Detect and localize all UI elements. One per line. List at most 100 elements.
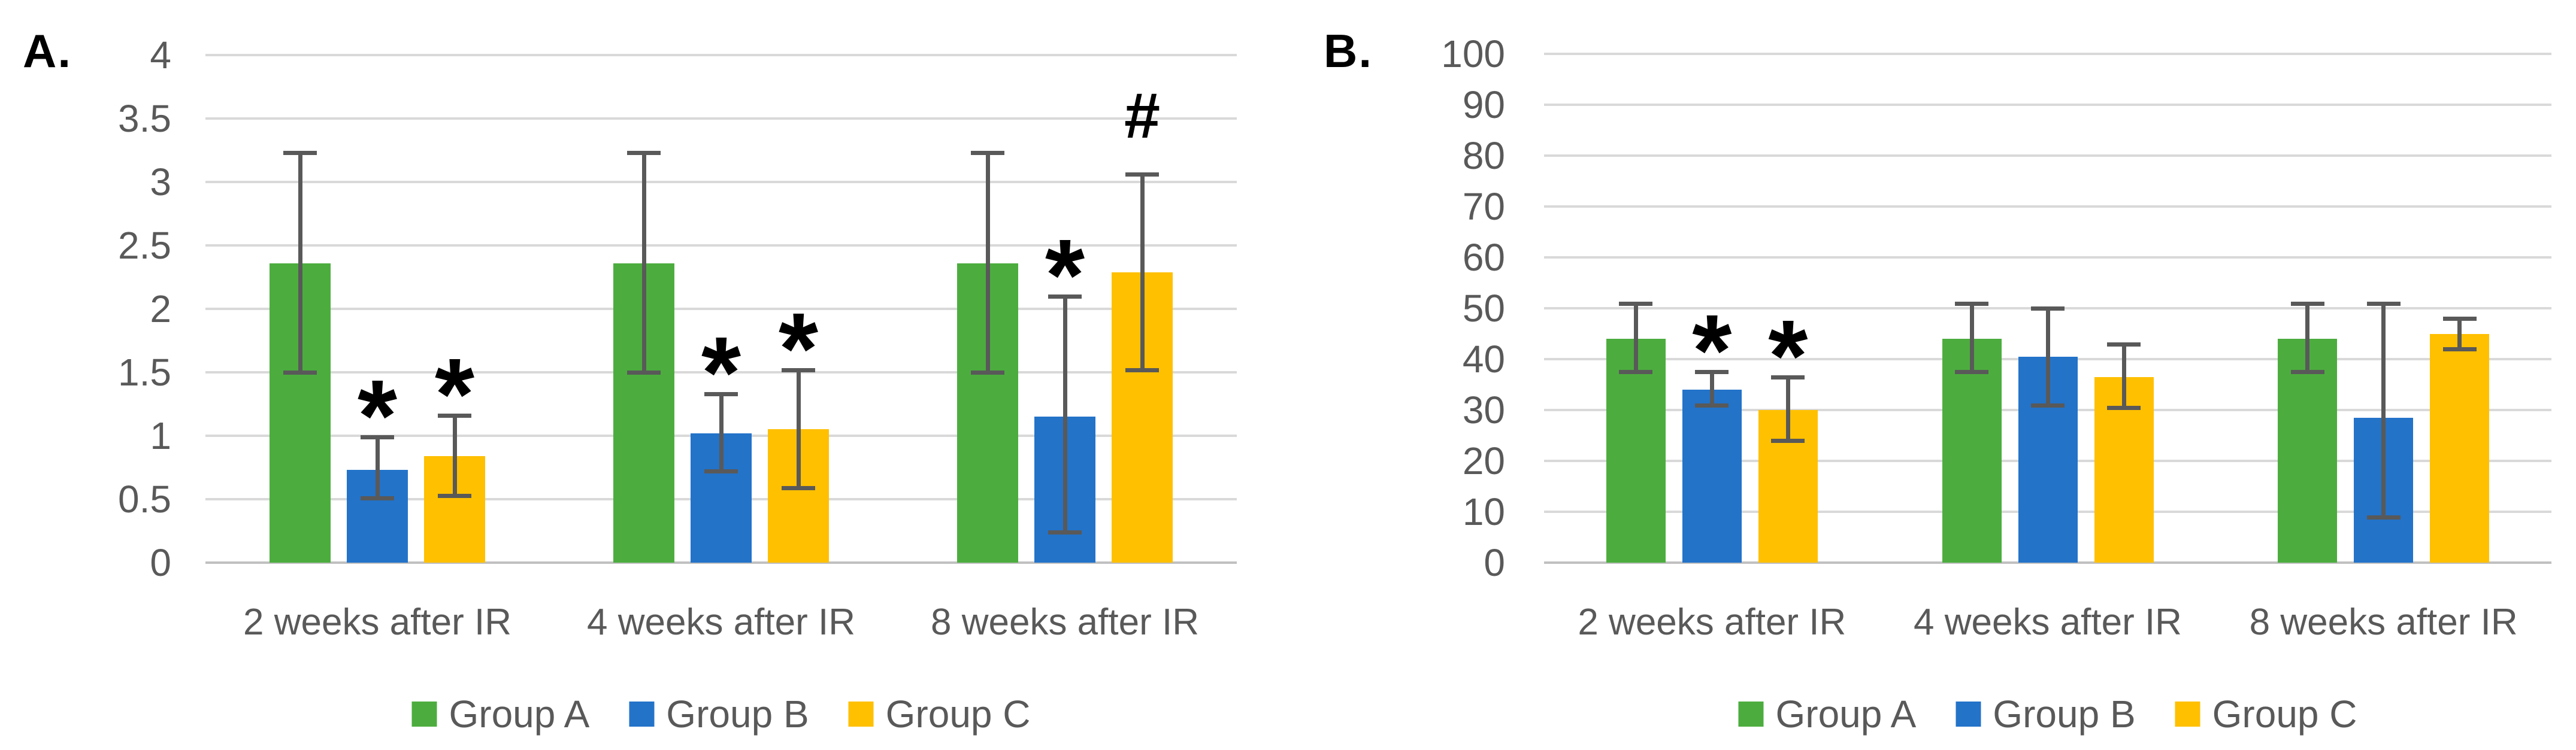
error-bar-cap-bottom <box>283 371 317 375</box>
gridline <box>205 371 1237 374</box>
gridline <box>1544 256 2551 259</box>
legend-swatch-group-a <box>1738 702 1764 727</box>
legend-label-group-b: Group B <box>1993 693 2136 736</box>
error-bar-cap-top <box>1048 294 1082 299</box>
error-bar-whisker <box>298 153 302 372</box>
gridline <box>1544 53 2551 55</box>
y-tick-label: 90 <box>1462 83 1505 126</box>
y-tick-label: 0 <box>150 541 171 584</box>
x-category-label: 2 weeks after IR <box>1578 602 1847 643</box>
error-bar-cap-top <box>438 414 471 418</box>
legend-label-group-a: Group A <box>449 693 590 736</box>
legend: Group A Group B Group C <box>411 692 1031 736</box>
error-bar-cap-bottom <box>2107 405 2141 410</box>
error-bar-cap-bottom <box>1695 403 1729 408</box>
error-bar-whisker <box>796 369 801 488</box>
error-bar-cap-top <box>782 368 815 372</box>
error-bar-cap-bottom <box>2031 403 2065 408</box>
error-bar-cap-top <box>627 151 661 156</box>
bar-group-c-8-weeks-after-ir <box>2430 333 2490 563</box>
error-bar-whisker <box>2381 303 2386 517</box>
legend-swatch-group-b <box>1956 702 1981 727</box>
error-bar-whisker <box>1633 303 1638 372</box>
x-axis-line <box>1544 561 2551 564</box>
legend-label-group-c: Group C <box>885 693 1031 736</box>
x-category-label: 4 weeks after IR <box>1914 602 2182 643</box>
legend-swatch-group-c <box>848 702 874 727</box>
y-tick-label: 1.5 <box>118 351 171 394</box>
error-bar-whisker <box>719 394 724 472</box>
error-bar-cap-bottom <box>627 371 661 375</box>
x-category-label: 4 weeks after IR <box>587 602 855 643</box>
error-bar-cap-top <box>2031 306 2065 311</box>
error-bar-cap-bottom <box>2290 370 2324 375</box>
x-category-label: 8 weeks after IR <box>931 602 1199 643</box>
error-bar-whisker <box>452 415 457 496</box>
significance-asterisk: * <box>1768 299 1808 413</box>
error-bar-whisker <box>2045 308 2050 405</box>
gridline <box>205 308 1237 310</box>
bar-group-a-4-weeks-after-ir <box>1942 339 2002 563</box>
y-tick-label: 2 <box>150 287 171 330</box>
y-tick-label: 0.5 <box>118 478 171 521</box>
error-bar-cap-top <box>971 151 1004 156</box>
y-tick-label: 20 <box>1462 439 1505 482</box>
error-bar-whisker <box>1709 372 1714 405</box>
legend-label-group-b: Group B <box>666 693 809 736</box>
bar-group-a-8-weeks-after-ir <box>2278 339 2338 563</box>
error-bar-whisker <box>641 153 646 372</box>
error-bar-cap-top <box>2442 317 2477 321</box>
legend-item-group-c: Group C <box>848 692 1031 736</box>
significance-asterisk: * <box>1045 218 1085 332</box>
error-bar-whisker <box>2121 344 2126 408</box>
legend-item-group-a: Group A <box>1738 692 1916 736</box>
error-bar-whisker <box>1969 303 1974 372</box>
y-tick-label: 2.5 <box>118 224 171 267</box>
error-bar-whisker <box>1063 296 1067 533</box>
error-bar-whisker <box>2457 318 2462 349</box>
error-bar-cap-bottom <box>704 469 738 474</box>
legend-item-group-b: Group B <box>1956 692 2136 736</box>
y-tick-label: 3 <box>150 160 171 204</box>
error-bar-cap-top <box>361 435 394 440</box>
error-bar-cap-top <box>1955 301 1988 306</box>
significance-asterisk: * <box>701 316 741 430</box>
gridline <box>205 54 1237 56</box>
significance-asterisk: * <box>434 338 475 452</box>
y-tick-label: 100 <box>1441 32 1505 75</box>
gridline <box>205 117 1237 120</box>
significance-asterisk: * <box>357 359 398 473</box>
error-bar-cap-top <box>2366 301 2401 306</box>
y-tick-label: 1 <box>150 414 171 457</box>
error-bar-whisker <box>985 153 990 372</box>
significance-asterisk: * <box>778 292 819 406</box>
error-bar-cap-bottom <box>438 493 471 498</box>
error-bar-cap-bottom <box>782 485 815 490</box>
bar-group-b-2-weeks-after-ir <box>1682 390 1742 563</box>
legend-swatch-group-c <box>2175 702 2200 727</box>
panel-a-label: A. <box>23 25 72 77</box>
y-tick-label: 60 <box>1462 236 1505 279</box>
error-bar-cap-top <box>1695 370 1729 375</box>
error-bar-cap-bottom <box>2442 347 2477 351</box>
y-tick-label: 80 <box>1462 134 1505 177</box>
error-bar-cap-bottom <box>1125 368 1159 372</box>
gridline <box>1544 205 2551 208</box>
gridline <box>1544 154 2551 157</box>
y-tick-label: 50 <box>1462 287 1505 330</box>
error-bar-cap-top <box>704 392 738 397</box>
error-bar-whisker <box>1785 376 1790 441</box>
error-bar-cap-top <box>1125 172 1159 177</box>
legend-swatch-group-b <box>629 702 655 727</box>
y-tick-label: 30 <box>1462 388 1505 432</box>
bar-group-a-2-weeks-after-ir <box>1606 339 1666 563</box>
y-tick-label: 10 <box>1462 490 1505 533</box>
y-tick-label: 0 <box>1484 541 1505 584</box>
error-bar-cap-top <box>283 151 317 156</box>
legend-label-group-c: Group C <box>2212 693 2357 736</box>
y-tick-label: 3.5 <box>118 97 171 140</box>
significance-hash: # <box>1124 79 1161 152</box>
error-bar-whisker <box>1140 174 1145 370</box>
